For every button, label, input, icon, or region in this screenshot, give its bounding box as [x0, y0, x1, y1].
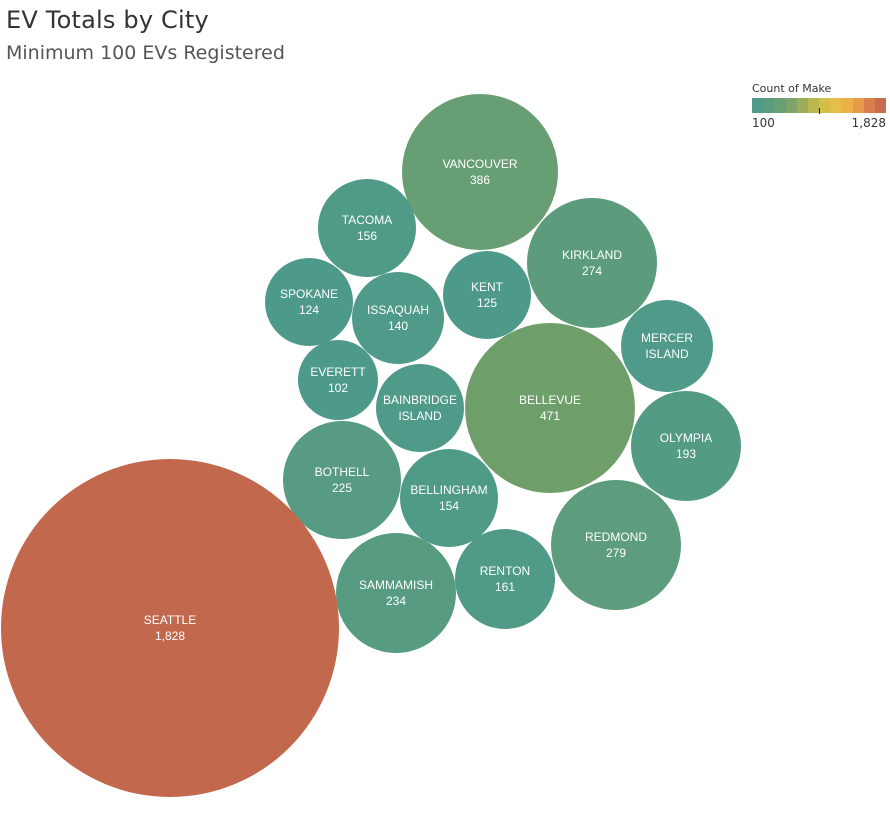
bubble-circle[interactable]: [621, 300, 713, 392]
bubble-value-label: 279: [606, 546, 626, 560]
bubble-city-label: KIRKLAND: [562, 248, 622, 262]
bubble-city-label: KENT: [471, 280, 504, 294]
bubble-city-label: ISSAQUAH: [367, 303, 429, 317]
legend-swatch: [796, 98, 808, 113]
bubble-issaquah[interactable]: ISSAQUAH 140: [352, 272, 444, 364]
bubble-city-label: SPOKANE: [280, 287, 338, 301]
legend-color-ramp: [752, 98, 887, 114]
chart-subtitle: Minimum 100 EVs Registered: [6, 42, 285, 64]
bubble-circle[interactable]: [283, 421, 401, 539]
bubble-spokane[interactable]: SPOKANE 124: [265, 258, 353, 346]
bubble-circle[interactable]: [352, 272, 444, 364]
bubble-tacoma[interactable]: TACOMA 156: [318, 179, 416, 277]
bubble-value-label: 125: [477, 296, 497, 310]
bubble-value-label: 154: [439, 499, 459, 513]
legend-swatch: [841, 98, 853, 113]
bubble-value-label: 471: [540, 409, 560, 423]
bubble-circle[interactable]: [318, 179, 416, 277]
chart-title: EV Totals by City: [6, 6, 209, 34]
bubble-value-label: 102: [328, 381, 348, 395]
legend-title: Count of Make: [752, 82, 832, 95]
bubble-value-label: 274: [582, 264, 602, 278]
bubble-city-label: REDMOND: [585, 530, 647, 544]
bubble-bellingham[interactable]: BELLINGHAM 154: [400, 449, 498, 547]
bubble-city-label: SEATTLE: [144, 613, 196, 627]
legend-swatch: [819, 98, 831, 113]
bubble-bainbridge-island[interactable]: BAINBRIDGE ISLAND: [376, 364, 464, 452]
bubble-value-label: 124: [299, 303, 319, 317]
bubble-city-label: BELLEVUE: [519, 393, 581, 407]
legend-swatch: [785, 98, 797, 113]
bubble-value-label: 386: [470, 173, 490, 187]
bubble-city-label: VANCOUVER: [442, 157, 517, 171]
bubble-bothell[interactable]: BOTHELL 225: [283, 421, 401, 539]
legend-max-label: 1,828: [851, 116, 886, 130]
bubble-city-label: OLYMPIA: [660, 431, 712, 445]
bubble-circle[interactable]: [336, 533, 456, 653]
bubble-circle[interactable]: [465, 323, 635, 493]
legend-swatch: [774, 98, 786, 113]
bubble-circle[interactable]: [631, 391, 741, 501]
bubble-city-label: BAINBRIDGE: [383, 393, 457, 407]
bubble-everett[interactable]: EVERETT 102: [298, 340, 378, 420]
bubble-circle[interactable]: [551, 480, 681, 610]
bubble-seattle[interactable]: SEATTLE 1,828: [1, 459, 339, 797]
bubble-circle[interactable]: [455, 529, 555, 629]
bubble-olympia[interactable]: OLYMPIA 193: [631, 391, 741, 501]
bubble-value-label: 140: [388, 319, 408, 333]
bubble-city-label: EVERETT: [310, 365, 366, 379]
bubble-circle[interactable]: [402, 94, 558, 250]
bubble-city-label: ISLAND: [398, 409, 442, 423]
legend-min-label: 100: [752, 116, 775, 130]
bubble-circle[interactable]: [298, 340, 378, 420]
bubble-bellevue[interactable]: BELLEVUE 471: [465, 323, 635, 493]
legend-swatch: [852, 98, 864, 113]
bubble-value-label: 193: [676, 447, 696, 461]
bubble-city-label: BELLINGHAM: [410, 483, 487, 497]
legend-swatch: [830, 98, 842, 113]
legend-swatch: [863, 98, 875, 113]
bubble-value-label: 225: [332, 481, 352, 495]
bubble-sammamish[interactable]: SAMMAMISH 234: [336, 533, 456, 653]
bubble-city-label: SAMMAMISH: [359, 578, 433, 592]
bubble-circle[interactable]: [400, 449, 498, 547]
bubble-city-label: MERCER: [641, 331, 693, 345]
bubble-value-label: 234: [386, 594, 406, 608]
bubble-value-label: 156: [357, 229, 377, 243]
color-legend: Count of Make 100 1,828: [752, 82, 887, 130]
bubble-circle[interactable]: [376, 364, 464, 452]
bubble-circle[interactable]: [265, 258, 353, 346]
bubble-redmond[interactable]: REDMOND 279: [551, 480, 681, 610]
bubble-circle[interactable]: [527, 198, 657, 328]
bubble-value-label: 1,828: [155, 629, 185, 643]
bubble-kirkland[interactable]: KIRKLAND 274: [527, 198, 657, 328]
bubble-value-label: 161: [495, 580, 515, 594]
bubble-city-label: TACOMA: [342, 213, 392, 227]
bubble-city-label: BOTHELL: [315, 465, 370, 479]
bubble-vancouver[interactable]: VANCOUVER 386: [402, 94, 558, 250]
bubble-city-label: ISLAND: [645, 347, 689, 361]
bubble-renton[interactable]: RENTON 161: [455, 529, 555, 629]
legend-swatch: [752, 98, 764, 113]
legend-swatch: [807, 98, 820, 113]
bubble-kent[interactable]: KENT 125: [443, 251, 531, 339]
bubble-mercer-island[interactable]: MERCER ISLAND: [621, 300, 713, 392]
bubble-circle[interactable]: [443, 251, 531, 339]
legend-swatch: [874, 98, 887, 113]
legend-labels: 100 1,828: [752, 116, 886, 130]
legend-marker: [819, 108, 820, 114]
legend-swatch: [763, 98, 775, 113]
bubble-circle[interactable]: [1, 459, 339, 797]
bubble-city-label: RENTON: [480, 564, 530, 578]
